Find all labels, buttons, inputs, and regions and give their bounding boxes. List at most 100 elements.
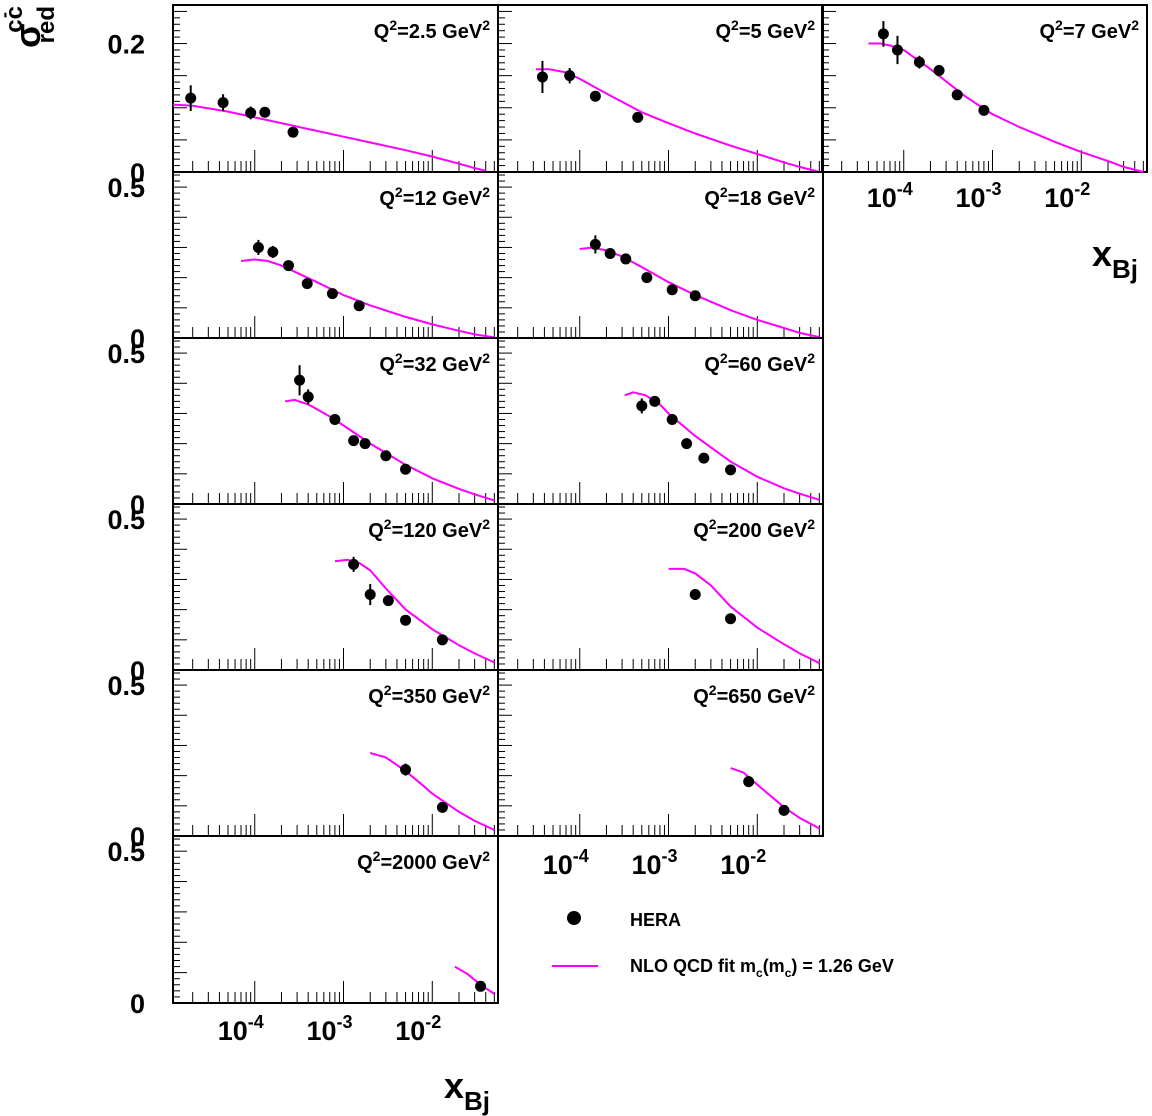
data-point: [978, 104, 990, 116]
fit-curve: [624, 391, 820, 501]
data-point: [348, 558, 360, 570]
panel-q2-2000: 00.5 Q2=2000 GeV2: [107, 835, 499, 1019]
x-tick-label: 10-2: [1044, 179, 1090, 213]
data-point: [564, 70, 576, 82]
y-tick-label: 0.5: [107, 837, 145, 867]
panel-label-part: 2: [807, 682, 815, 698]
panel-label-part: 2: [482, 350, 490, 366]
panel-q2-200: Q2=200 GeV2: [497, 503, 824, 671]
legend-marker-hera: [567, 911, 581, 925]
data-point: [649, 395, 661, 407]
data-point: [632, 111, 644, 123]
panel-label-part: 2: [731, 17, 739, 33]
panel-label-part: 2: [395, 184, 403, 200]
data-point: [778, 804, 790, 816]
x-tick-label: 10-4: [543, 846, 589, 880]
panel-label-part: 2: [720, 184, 728, 200]
panel-label-part: 2: [482, 184, 490, 200]
panel-label-part: =60 GeV: [728, 354, 808, 376]
panel-label: Q2=32 GeV2: [379, 350, 490, 376]
y-axis-title-overline: -: [0, 12, 14, 18]
data-point: [348, 435, 360, 447]
panel-label-part: Q: [693, 686, 709, 708]
data-point: [380, 450, 392, 462]
x-axis-title-part: x: [444, 1065, 464, 1106]
x-tick-label-part: 10: [720, 850, 750, 880]
x-tick-label-part: -4: [573, 846, 589, 866]
data-point: [302, 391, 314, 403]
panel-q2-5: Q2=5 GeV2: [497, 4, 824, 173]
panel-label-part: =18 GeV: [728, 188, 808, 210]
y-tick-label: 0: [130, 324, 145, 354]
data-point: [436, 634, 448, 646]
x-tick-label: 10-3: [631, 846, 677, 880]
x-tick-label: 10-2: [720, 846, 766, 880]
panel-label-part: =350 GeV: [392, 686, 483, 708]
panel-q2-12: 00.5 Q2=12 GeV2: [107, 171, 499, 354]
y-tick-label: 0: [130, 158, 145, 188]
x-tick-label-part: -3: [337, 1012, 353, 1032]
data-point: [329, 413, 341, 425]
x-tick-label-part: 10: [395, 1016, 425, 1046]
panel-q2-32: 00.5 Q2=32 GeV2: [107, 337, 499, 520]
data-point: [353, 300, 365, 312]
data-point: [641, 272, 653, 284]
x-axis-title: xBj: [444, 1065, 490, 1116]
data-point: [589, 238, 601, 250]
panel-q2-350: 00.5 Q2=350 GeV2: [107, 669, 499, 852]
data-point: [282, 260, 294, 272]
x-tick-label: 10-2: [395, 1012, 441, 1046]
data-point: [287, 126, 299, 138]
panel-label-part: Q: [693, 520, 709, 542]
fit-curve: [668, 567, 820, 664]
data-point: [259, 106, 271, 118]
x-tick-label-part: 10: [631, 850, 661, 880]
fit-curve: [730, 767, 820, 830]
x-tick-label-part: -2: [425, 1012, 441, 1032]
panel-q2-120: 00.5 Q2=120 GeV2: [107, 503, 499, 686]
x-tick-label-part: -4: [248, 1012, 264, 1032]
x-tick-labels: 10-4 10-3 10-210-4 10-3 10-210-4 10-3 10-2: [218, 179, 1091, 1046]
data-point: [185, 92, 197, 104]
y-tick-label: 0: [130, 822, 145, 852]
data-point: [725, 464, 737, 476]
data-point: [252, 241, 264, 253]
data-point: [400, 764, 412, 776]
panel-label-part: =120 GeV: [392, 520, 483, 542]
fit-curve: [535, 68, 820, 173]
x-axis-title-part: Bj: [464, 1086, 490, 1116]
data-point: [689, 589, 701, 601]
panel-label: Q2=18 GeV2: [704, 184, 815, 210]
data-point: [217, 97, 229, 109]
x-axis-title: xBj: [1092, 233, 1138, 284]
panel-label-part: 2: [807, 184, 815, 200]
fit-curve: [284, 398, 495, 502]
panel-label: Q2=650 GeV2: [693, 682, 815, 708]
panel-label: Q2=350 GeV2: [368, 682, 490, 708]
panel-label-part: =2.5 GeV: [397, 21, 483, 43]
data-point: [326, 288, 338, 300]
data-point: [536, 71, 548, 83]
panel-label: Q2=7 GeV2: [1039, 17, 1139, 43]
panel-label: Q2=120 GeV2: [368, 516, 490, 542]
x-tick-label: 10-3: [306, 1012, 352, 1046]
panel-q2-2.5: 00.2 Q2=2.5 GeV2: [107, 4, 499, 188]
panel-label-part: 2: [1131, 17, 1139, 33]
panel-label-part: Q: [368, 686, 384, 708]
panel-label-part: 2: [709, 516, 717, 532]
x-tick-label: 10-3: [955, 179, 1001, 213]
panel-label-part: Q: [374, 21, 390, 43]
panel-label: Q2=200 GeV2: [693, 516, 815, 542]
x-tick-label-part: -3: [986, 179, 1002, 199]
fit-curve: [868, 42, 1144, 173]
panel-label-part: 2: [709, 682, 717, 698]
panel-label-part: Q: [1039, 21, 1055, 43]
panel-label-part: Q: [715, 21, 731, 43]
y-axis-title-sub: red: [33, 6, 60, 43]
legend-label-hera: HERA: [630, 910, 681, 930]
panel-label: Q2=2.5 GeV2: [374, 17, 490, 43]
panel-label-part: =200 GeV: [717, 520, 808, 542]
x-tick-label-part: 10: [955, 183, 985, 213]
x-tick-label-part: 10: [306, 1016, 336, 1046]
